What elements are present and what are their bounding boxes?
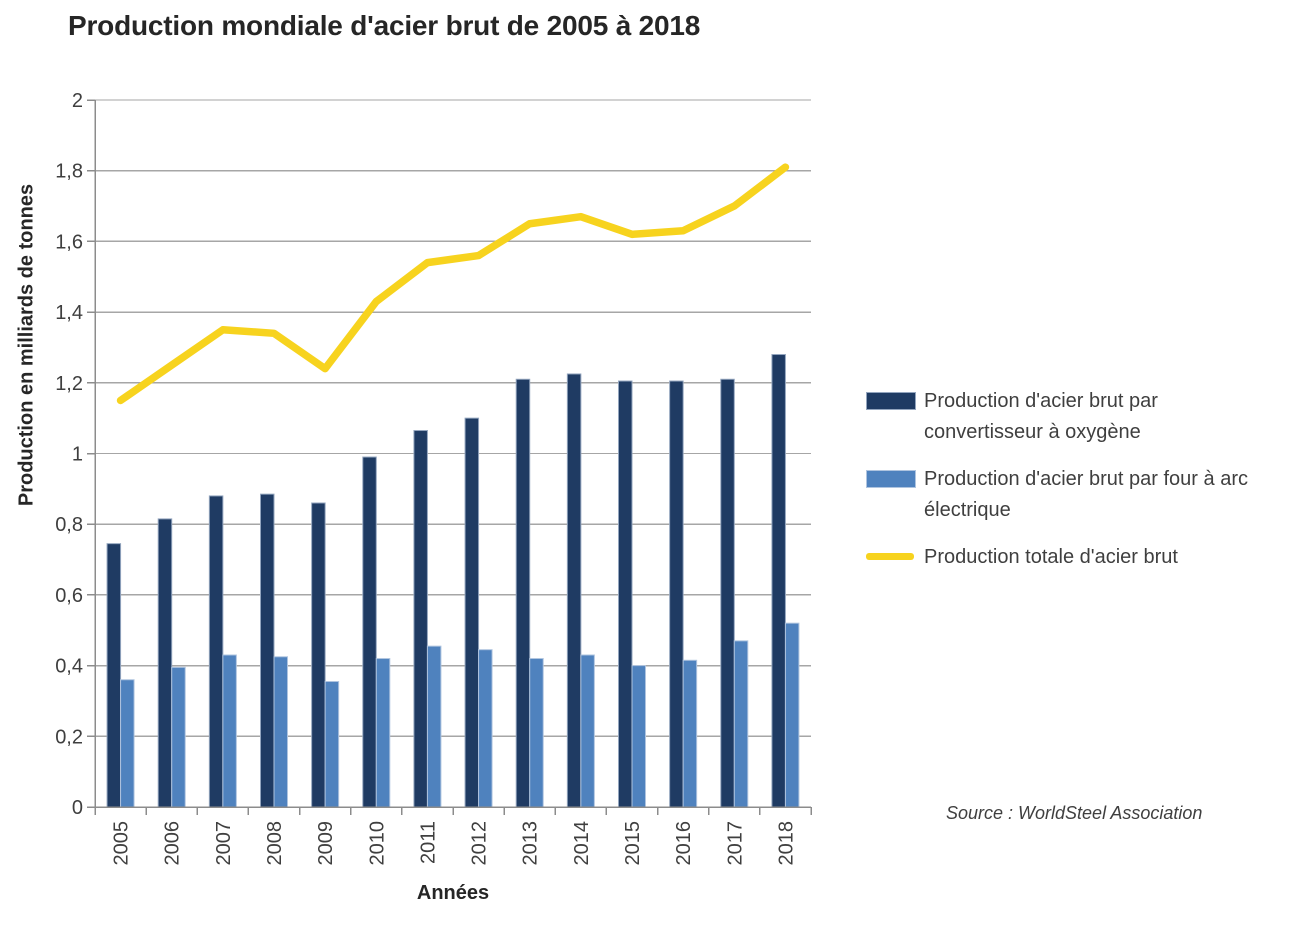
- legend-entry-total: Production totale d'acier brut: [866, 542, 1286, 573]
- axes: [87, 99, 812, 815]
- bar-oxygen-2010: [362, 456, 377, 808]
- y-tick-0,4: 0,4: [55, 656, 83, 678]
- bar-eaf-2014: [580, 654, 595, 808]
- y-tick-2: 2: [72, 90, 83, 112]
- bar-eaf-2013: [529, 658, 544, 808]
- bar-eaf-2018: [784, 622, 800, 808]
- y-tick-0,8: 0,8: [55, 514, 83, 536]
- eaf-bar-swatch-icon: [866, 470, 916, 488]
- bar-oxygen-2011: [413, 430, 428, 808]
- bar-eaf-2016: [682, 659, 698, 808]
- bar-oxygen-2016: [669, 380, 684, 808]
- bar-oxygen-2012: [464, 417, 480, 808]
- bar-oxygen-2006: [157, 518, 173, 808]
- bar-oxygen-2017: [720, 378, 735, 808]
- bar-oxygen-2005: [106, 543, 122, 808]
- x-tick-2018: 2018: [775, 821, 797, 866]
- bar-oxygen-2007: [208, 495, 224, 808]
- bar-eaf-2017: [733, 640, 749, 808]
- x-tick-2005: 2005: [111, 821, 133, 866]
- y-tick-0: 0: [72, 797, 83, 819]
- bar-oxygen-2013: [515, 378, 531, 808]
- y-tick-1,4: 1,4: [55, 302, 83, 324]
- y-tick-labels: 0 0,2 0,4 0,6 0,8 1 1,2 1,4 1,6 1,8 2: [55, 90, 83, 819]
- x-tick-2017: 2017: [724, 821, 746, 866]
- x-tick-2015: 2015: [622, 821, 644, 866]
- gridlines: [95, 99, 811, 737]
- legend: Production d'acier brut par convertisseu…: [866, 386, 1286, 589]
- bar-eaf-2010: [375, 658, 391, 808]
- bar-eaf-2007: [222, 654, 237, 808]
- x-tick-2007: 2007: [213, 821, 235, 866]
- bar-oxygen-2015: [618, 380, 633, 808]
- x-tick-2010: 2010: [366, 821, 388, 866]
- x-tick-2014: 2014: [571, 821, 593, 866]
- bar-oxygen-2014: [566, 373, 582, 808]
- total-line-swatch-icon: [866, 553, 914, 560]
- legend-label-total: Production totale d'acier brut: [924, 546, 1178, 568]
- bar-eaf-2008: [273, 656, 288, 808]
- source-text: Source : WorldSteel Association: [946, 803, 1203, 823]
- y-tick-1,2: 1,2: [55, 373, 83, 395]
- x-axis-title: Années: [416, 882, 490, 904]
- x-tick-2006: 2006: [162, 821, 184, 866]
- oxygen-bar-swatch-icon: [866, 392, 916, 410]
- total-line: [116, 163, 790, 405]
- x-tick-2011: 2011: [417, 821, 439, 864]
- x-tick-2016: 2016: [673, 821, 695, 866]
- y-tick-1,6: 1,6: [55, 231, 83, 253]
- bar-eaf-2011: [426, 645, 442, 808]
- y-tick-1,8: 1,8: [55, 161, 83, 183]
- x-tick-2009: 2009: [315, 821, 337, 866]
- bar-eaf-2012: [478, 649, 493, 808]
- bar-eaf-2009: [324, 681, 340, 808]
- bar-oxygen-2009: [311, 502, 326, 808]
- bar-eaf-2006: [171, 666, 186, 808]
- legend-entry-oxygen: Production d'acier brut par convertisseu…: [866, 386, 1286, 448]
- y-tick-0,2: 0,2: [55, 726, 83, 748]
- bar-oxygen-2018: [771, 354, 786, 808]
- legend-entry-eaf: Production d'acier brut par four à arc é…: [866, 464, 1286, 526]
- bars-oxygen: [106, 354, 786, 808]
- y-tick-1: 1: [72, 444, 83, 466]
- bars-eaf: [120, 622, 800, 808]
- y-tick-0,6: 0,6: [55, 585, 83, 607]
- bar-eaf-2005: [120, 679, 135, 808]
- legend-label-oxygen: Production d'acier brut par convertisseu…: [924, 390, 1158, 443]
- x-tick-labels: 2005 2006 2007 2008 2009 2010 2011 2012 2013 2014…: [111, 821, 798, 866]
- x-tick-2012: 2012: [469, 821, 491, 866]
- x-tick-2013: 2013: [520, 821, 542, 866]
- x-tick-2008: 2008: [264, 821, 286, 866]
- bar-oxygen-2008: [260, 493, 275, 808]
- legend-label-eaf: Production d'acier brut par four à arc é…: [924, 468, 1248, 521]
- bar-eaf-2015: [631, 665, 646, 808]
- chart-title: Production mondiale d'acier brut de 2005…: [68, 10, 701, 41]
